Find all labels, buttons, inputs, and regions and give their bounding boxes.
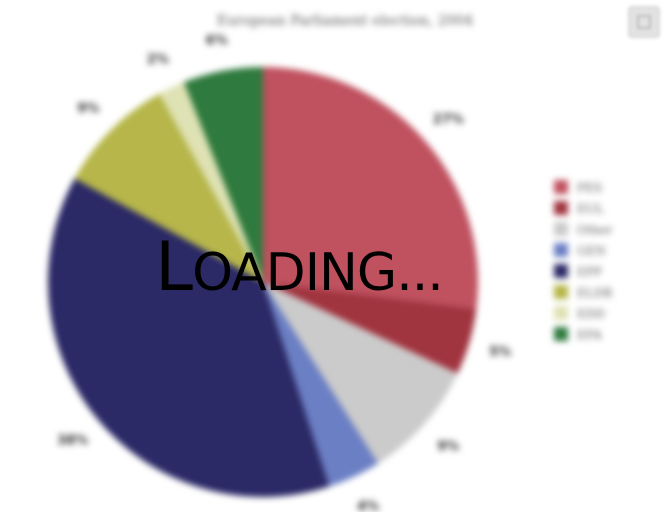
data-label-efa: 6% <box>206 33 228 48</box>
legend-item-eldr[interactable]: ELDR <box>554 285 613 300</box>
legend-item-pes[interactable]: PES <box>554 180 602 195</box>
data-label-eldr: 9% <box>77 101 99 116</box>
data-label-pes: 27% <box>433 113 464 128</box>
pie-slice-pes[interactable] <box>263 67 478 309</box>
legend-label: ELDR <box>577 286 613 300</box>
legend-item-gen[interactable]: GEN <box>554 243 606 258</box>
pie-slice-gen[interactable] <box>263 282 379 487</box>
chart-title: European Parliament election, 2004 <box>217 13 473 29</box>
pie-slice-other[interactable] <box>263 282 458 464</box>
legend-item-eul[interactable]: EUL <box>554 201 604 216</box>
legend-swatch <box>554 180 568 194</box>
pie-slice-epp[interactable] <box>48 178 330 497</box>
legend-label: EUL <box>577 202 604 216</box>
legend-swatch <box>554 222 568 236</box>
data-label-eul: 5% <box>489 345 511 360</box>
data-label-other: 9% <box>437 439 459 454</box>
pie-slice-eul[interactable] <box>263 282 477 374</box>
legend-swatch <box>554 201 568 215</box>
legend-label: EFA <box>577 328 602 342</box>
legend-label: Other <box>577 223 612 237</box>
legend-label: EDD <box>577 307 605 321</box>
legend-item-efa[interactable]: EFA <box>554 327 602 342</box>
pie-slice-efa[interactable] <box>183 67 263 282</box>
pie-slices <box>48 67 478 497</box>
legend-item-epp[interactable]: EPP <box>554 264 602 279</box>
data-label-gen: 4% <box>357 499 379 512</box>
legend-item-other[interactable]: Other <box>554 222 612 237</box>
export-menu-button[interactable] <box>628 6 660 38</box>
legend-label: EPP <box>577 265 602 279</box>
legend-swatch <box>554 306 568 320</box>
pie-data-labels: 27% 5% 9% 4% 38% 9% 2% 6% <box>57 33 511 512</box>
data-label-edd: 2% <box>147 53 169 68</box>
legend-label: PES <box>577 181 602 195</box>
legend-swatch <box>554 264 568 278</box>
legend-swatch <box>554 327 568 341</box>
menu-icon <box>637 15 651 29</box>
pie-slice-edd[interactable] <box>159 82 263 282</box>
data-label-epp: 38% <box>57 433 88 448</box>
legend-item-edd[interactable]: EDD <box>554 306 605 321</box>
loading-overlay-text: LOADING... <box>155 228 444 307</box>
chart-legend[interactable]: PES EUL Other GEN EPP ELDR EDD EFA <box>554 180 613 342</box>
pie-slice-eldr[interactable] <box>74 93 264 283</box>
legend-swatch <box>554 243 568 257</box>
legend-label: GEN <box>577 244 606 258</box>
legend-swatch <box>554 285 568 299</box>
